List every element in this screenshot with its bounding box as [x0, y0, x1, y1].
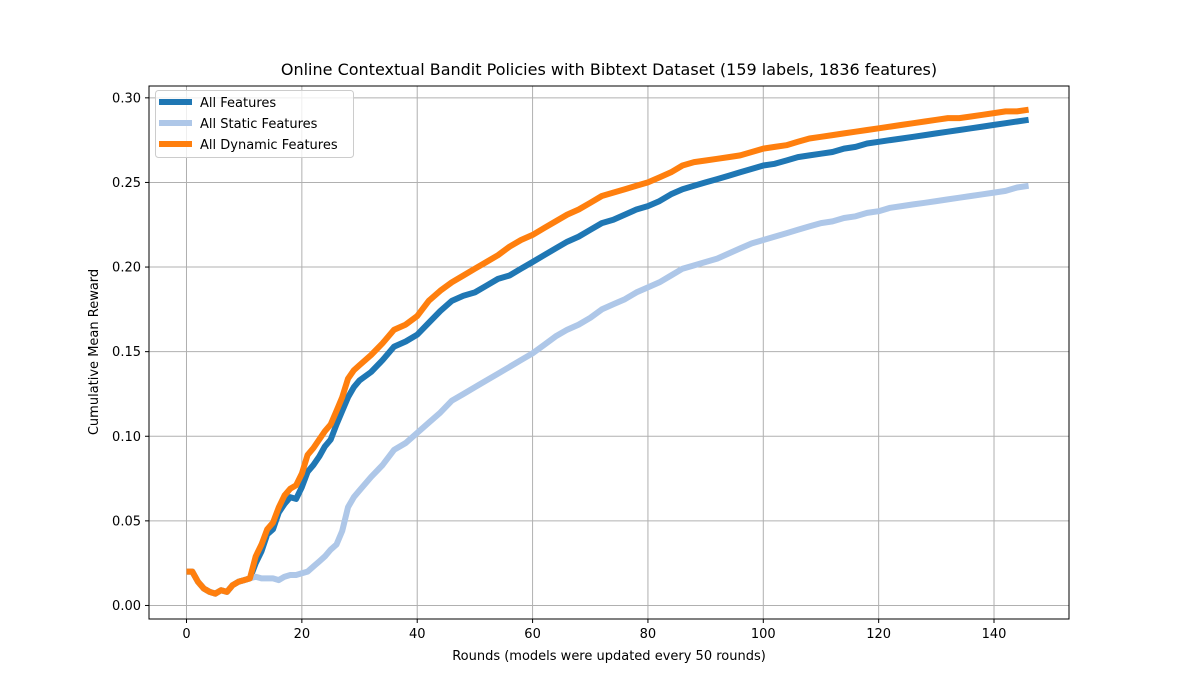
x-axis: 0 20 40 60 80 100 120 140 — [182, 619, 1006, 642]
grid — [149, 86, 1069, 619]
legend-label-0: All Features — [200, 96, 276, 111]
y-tick-label: 0.25 — [112, 176, 141, 191]
x-tick-label: 120 — [866, 627, 891, 642]
x-tick-label: 40 — [409, 627, 426, 642]
y-tick-label: 0.05 — [112, 514, 141, 529]
x-tick-label: 80 — [640, 627, 657, 642]
series-line-1 — [186, 182, 1030, 597]
legend-label-1: All Static Features — [200, 117, 318, 132]
y-axis-label: Cumulative Mean Reward — [87, 269, 102, 435]
y-tick-label: 0.30 — [112, 91, 141, 106]
x-tick-label: 140 — [982, 627, 1007, 642]
y-axis: 0.00 0.05 0.10 0.15 0.20 0.25 0.30 — [112, 91, 149, 614]
y-tick-label: 0.10 — [112, 430, 141, 445]
y-tick-label: 0.20 — [112, 261, 141, 276]
x-axis-label: Rounds (models were updated every 50 rou… — [452, 649, 766, 664]
series-line-0 — [186, 116, 1030, 597]
x-tick-label: 60 — [524, 627, 541, 642]
legend: All Features All Static Features All Dynam… — [155, 90, 354, 158]
legend-label-2: All Dynamic Features — [200, 138, 338, 153]
y-tick-label: 0.00 — [112, 599, 141, 614]
series-line-2 — [186, 106, 1030, 597]
x-tick-label: 0 — [182, 627, 190, 642]
legend-box — [155, 90, 354, 158]
x-tick-label: 20 — [294, 627, 311, 642]
x-tick-label: 100 — [751, 627, 776, 642]
y-tick-label: 0.15 — [112, 345, 141, 360]
series-layer — [186, 106, 1030, 597]
chart-title: Online Contextual Bandit Policies with B… — [281, 60, 937, 79]
plot-frame — [148, 85, 1070, 620]
